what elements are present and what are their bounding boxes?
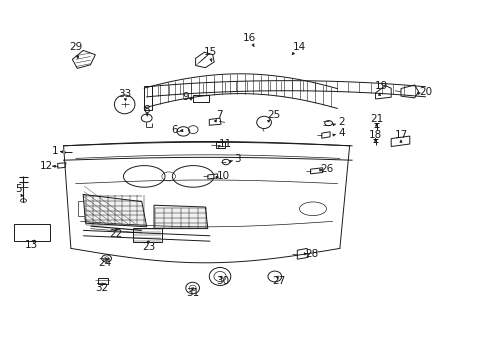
Text: 32: 32 — [95, 283, 108, 293]
Text: 31: 31 — [186, 288, 200, 298]
Text: 6: 6 — [170, 125, 177, 135]
Text: 28: 28 — [305, 249, 318, 259]
Text: 14: 14 — [292, 42, 305, 52]
Text: 20: 20 — [418, 87, 431, 97]
Text: 30: 30 — [216, 276, 228, 286]
Text: 13: 13 — [25, 240, 39, 250]
Bar — [14, 224, 50, 241]
Text: 19: 19 — [374, 81, 387, 91]
Text: 15: 15 — [203, 47, 217, 57]
Polygon shape — [154, 205, 207, 229]
Text: 29: 29 — [69, 42, 82, 52]
Text: 8: 8 — [143, 105, 150, 115]
Text: 17: 17 — [393, 130, 407, 140]
Bar — [133, 228, 162, 242]
Text: 21: 21 — [369, 114, 383, 124]
Bar — [193, 95, 208, 102]
Text: 7: 7 — [215, 110, 222, 120]
Polygon shape — [83, 194, 146, 227]
Text: 25: 25 — [266, 110, 280, 120]
Text: 16: 16 — [242, 33, 256, 43]
Text: 27: 27 — [271, 276, 285, 286]
Text: 24: 24 — [98, 258, 112, 268]
Text: 22: 22 — [108, 229, 122, 239]
Bar — [216, 142, 224, 148]
Bar — [98, 278, 107, 284]
Text: 9: 9 — [182, 92, 189, 102]
Text: 2: 2 — [337, 117, 344, 127]
Text: 12: 12 — [40, 161, 53, 171]
Text: 23: 23 — [142, 242, 156, 252]
Text: 26: 26 — [319, 164, 333, 174]
Text: 18: 18 — [368, 130, 382, 140]
Text: 11: 11 — [218, 139, 231, 149]
Text: 1: 1 — [51, 146, 58, 156]
Text: 3: 3 — [234, 154, 241, 164]
Text: 5: 5 — [15, 184, 22, 194]
Text: 4: 4 — [337, 128, 344, 138]
Text: 10: 10 — [216, 171, 229, 181]
Text: 33: 33 — [118, 89, 131, 99]
Bar — [78, 201, 110, 216]
